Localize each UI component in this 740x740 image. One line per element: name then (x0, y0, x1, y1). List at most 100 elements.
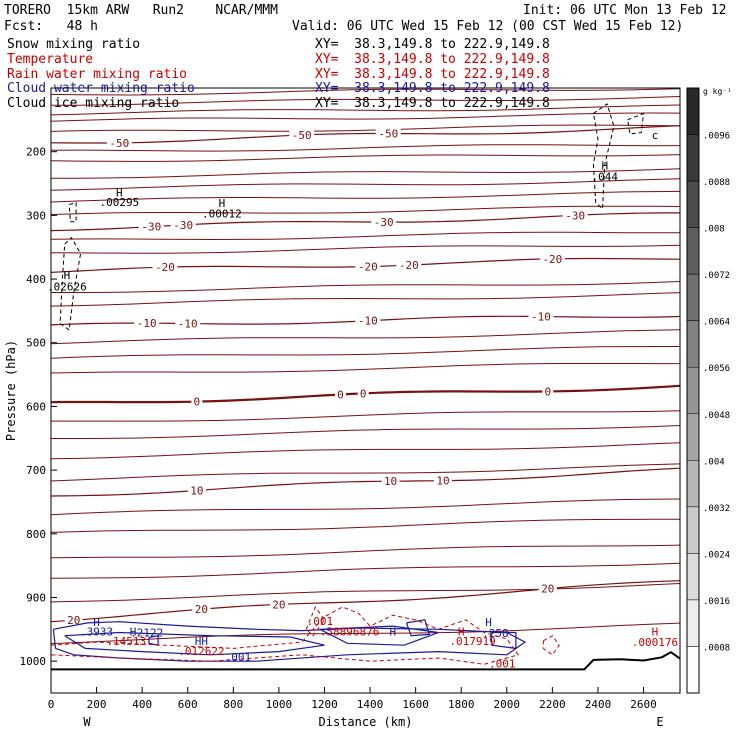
colorbar-swatch (686, 273, 700, 321)
contour-annotation: H (64, 269, 71, 282)
isotherm-label-bg (175, 317, 201, 330)
cloud-water-contour (52, 621, 527, 662)
isotherm-line-minor (50, 190, 681, 203)
isotherm-label-bg (381, 475, 400, 488)
y-tick-label: 900 (26, 591, 46, 604)
isotherm-label: 20 (195, 603, 208, 616)
legend-cloud-water-label: Cloud water mixing ratio (7, 81, 195, 96)
isotherm-line-minor (50, 292, 681, 307)
contour-annotation: .001 (307, 615, 334, 628)
isotherm-line-minor (51, 281, 681, 293)
isotherm-label: 0 (545, 385, 552, 398)
isotherm-line (50, 467, 681, 497)
rain-water-contour (50, 606, 520, 665)
isotherm-label: 20 (272, 598, 285, 611)
isotherm-line-minor (50, 544, 681, 559)
isotherm-label-bg (134, 317, 160, 330)
isotherm-label-bg (269, 598, 288, 611)
cloud-ice-contour (59, 236, 82, 331)
isotherm-label-bg (170, 218, 196, 231)
colorbar-label: .0048 (703, 411, 730, 421)
y-tick-label: 200 (26, 146, 46, 159)
cloud-water-contour (319, 625, 439, 646)
colorbar-label: .0088 (703, 178, 730, 188)
isotherm-label: -30 (565, 209, 585, 222)
west-label: W (83, 715, 91, 729)
colorbar-label: .0016 (703, 597, 730, 607)
isotherm-label-bg (371, 216, 397, 229)
legend-snow-label: Snow mixing ratio (7, 37, 141, 52)
contour-annotation: .017919 (449, 635, 495, 648)
colorbar-swatch (686, 320, 700, 368)
cloud-water-contour (64, 631, 325, 656)
contour-annotation: H (601, 160, 608, 173)
x-tick-label: 600 (178, 698, 198, 711)
isotherm-label-bg (152, 261, 178, 274)
colorbar-swatch (686, 134, 700, 182)
colorbar-label: .0008 (703, 643, 730, 653)
legend-cloud-water-xy: XY= 38.3,149.8 to 222.9,149.8 (315, 81, 550, 96)
isotherm-label-bg (433, 474, 452, 487)
contour-annotation: H (652, 626, 659, 639)
init-time: Init: 06 UTC Mon 13 Feb 12 (523, 3, 727, 18)
contour-annotation: H (116, 186, 123, 199)
x-tick-label: 2600 (630, 698, 657, 711)
model-title: TORERO 15km ARW Run2 NCAR/MMM (4, 3, 278, 18)
y-tick-label: 800 (26, 528, 46, 541)
isotherm-label: 20 (67, 614, 80, 627)
isotherm-line-minor (50, 562, 681, 579)
contour-annotation: H (485, 616, 492, 629)
isotherm-label: 10 (436, 475, 449, 488)
rain-water-contour (305, 605, 326, 637)
contour-annotation: HH (195, 635, 208, 648)
isotherm-label: -10 (358, 315, 378, 328)
isotherm-line-minor (50, 178, 681, 191)
cloud-ice-contour (68, 201, 77, 223)
isotherm-line (50, 125, 681, 144)
isotherm-label: -20 (358, 261, 378, 274)
x-tick-label: 2400 (585, 698, 612, 711)
cloud-water-contour (405, 619, 431, 637)
legend-snow-xy: XY= 38.3,149.8 to 222.9,149.8 (315, 37, 550, 52)
isotherm-line-minor (50, 124, 681, 132)
isotherm-line-minor (50, 622, 681, 645)
legend-temperature-xy: XY= 38.3,149.8 to 222.9,149.8 (315, 52, 550, 67)
isotherm-line (50, 580, 681, 623)
isotherm-line-minor (50, 442, 681, 460)
x-tick-label: 2200 (539, 698, 566, 711)
contour-annotation: .2122 (130, 626, 163, 639)
y-tick-label: 400 (26, 273, 46, 286)
isotherm-label: -30 (141, 221, 161, 234)
contour-annotation: .012622 (178, 645, 224, 658)
isotherm-line-minor (50, 498, 681, 516)
isotherm-label-bg (106, 136, 132, 149)
isotherm-label-bg (191, 395, 203, 408)
colorbar-swatch (686, 506, 700, 554)
isotherm-label: -10 (178, 318, 198, 331)
isotherm-label: -50 (292, 129, 312, 142)
colorbar-label: .0024 (703, 550, 730, 560)
isotherm-line-minor (50, 96, 681, 106)
isotherm-label: 10 (384, 475, 397, 488)
contour-annotation: .02626 (47, 281, 87, 294)
contour-annotation: c (652, 129, 659, 142)
x-tick-label: 200 (87, 698, 107, 711)
y-tick-label: 500 (26, 337, 46, 350)
colorbar-swatch (686, 646, 700, 694)
isotherm-label-bg (562, 209, 588, 222)
rain-water-contour (542, 635, 560, 656)
isotherm-layer: -50 -50 -50 -30 -30 -30 -30 -20 -20 -20 -20 -10 -10 -… (50, 88, 681, 645)
isotherm-label-bg (539, 252, 565, 265)
isotherm-line-minor (50, 144, 681, 152)
y-tick-label: 700 (26, 464, 46, 477)
isotherm-line-minor (51, 425, 681, 439)
isotherm-label: 20 (541, 583, 554, 596)
x-tick-label: 0 (48, 698, 55, 711)
isotherm-line-minor (50, 205, 681, 215)
colorbar-swatch (686, 413, 700, 461)
colorbar-swatch (686, 599, 700, 647)
contour-annotation: .001 (225, 651, 252, 664)
isotherm-label-bg (334, 388, 346, 401)
contour-annotation: .14513 (106, 635, 146, 648)
colorbar-label: .008 (703, 225, 725, 235)
